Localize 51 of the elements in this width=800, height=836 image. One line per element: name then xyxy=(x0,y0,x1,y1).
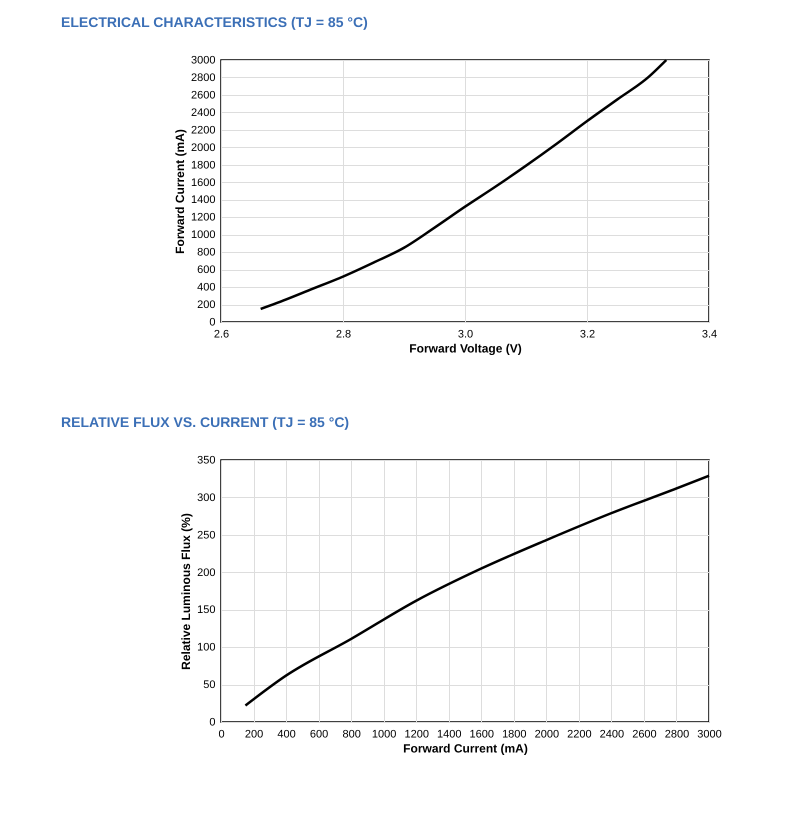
y-axis-title: Forward Current (mA) xyxy=(173,129,188,254)
x-tick-label: 2.6 xyxy=(214,328,230,340)
y-tick-label: 2400 xyxy=(191,106,216,119)
y-tick-label: 400 xyxy=(197,282,216,294)
x-tick-label: 200 xyxy=(244,728,264,740)
y-tick-label: 3000 xyxy=(191,54,216,66)
y-tick-label: 100 xyxy=(197,642,216,654)
y-tick-label: 1400 xyxy=(191,194,216,206)
y-tick-label: 200 xyxy=(197,299,216,312)
x-tick-label: 3.0 xyxy=(458,328,474,340)
y-tick-label: 50 xyxy=(203,679,216,692)
x-tick-label: 1800 xyxy=(502,728,527,740)
x-axis-title: Forward Voltage (V) xyxy=(409,342,522,356)
x-tick-label: 2.8 xyxy=(336,328,352,340)
y-tick-label: 0 xyxy=(209,316,216,328)
y-tick-label: 1200 xyxy=(191,212,216,224)
x-tick-label: 2200 xyxy=(567,728,592,740)
x-tick-label: 2600 xyxy=(632,728,657,740)
x-tick-label: 3.2 xyxy=(580,328,596,340)
y-tick-label: 800 xyxy=(197,246,216,259)
chart-title: ELECTRICAL CHARACTERISTICS (TJ = 85 °C) xyxy=(61,14,368,30)
y-tick-label: 1000 xyxy=(191,229,216,242)
y-tick-label: 200 xyxy=(197,566,216,579)
x-tick-label: 800 xyxy=(342,728,361,740)
y-tick-label: 250 xyxy=(197,529,216,542)
x-tick-label: 0 xyxy=(218,728,225,740)
x-tick-label: 1400 xyxy=(436,728,462,740)
x-tick-label: 3.4 xyxy=(702,328,718,340)
y-axis-title: Relative Luminous Flux (%) xyxy=(179,513,194,670)
y-tick-label: 1800 xyxy=(191,159,216,172)
y-tick-label: 150 xyxy=(197,604,216,616)
x-tick-label: 400 xyxy=(277,728,296,740)
y-tick-label: 1600 xyxy=(191,176,216,189)
y-tick-label: 2800 xyxy=(191,72,216,84)
y-tick-label: 350 xyxy=(197,454,216,466)
y-tick-label: 600 xyxy=(197,264,216,276)
y-tick-label: 2000 xyxy=(191,142,216,154)
y-tick-label: 2600 xyxy=(191,89,216,102)
x-tick-label: 2000 xyxy=(534,728,560,740)
x-tick-label: 600 xyxy=(310,728,328,740)
x-tick-label: 1200 xyxy=(404,728,429,740)
x-tick-label: 2400 xyxy=(600,728,624,740)
x-tick-label: 1000 xyxy=(372,728,396,740)
y-tick-label: 300 xyxy=(197,492,216,504)
y-tick-label: 0 xyxy=(209,716,216,728)
x-axis-title: Forward Current (mA) xyxy=(403,742,528,756)
y-tick-label: 2200 xyxy=(191,124,216,136)
x-tick-label: 3000 xyxy=(697,728,722,740)
chart-title: RELATIVE FLUX VS. CURRENT (TJ = 85 °C) xyxy=(61,414,350,430)
x-tick-label: 2800 xyxy=(664,728,690,740)
x-tick-label: 1600 xyxy=(470,728,494,740)
